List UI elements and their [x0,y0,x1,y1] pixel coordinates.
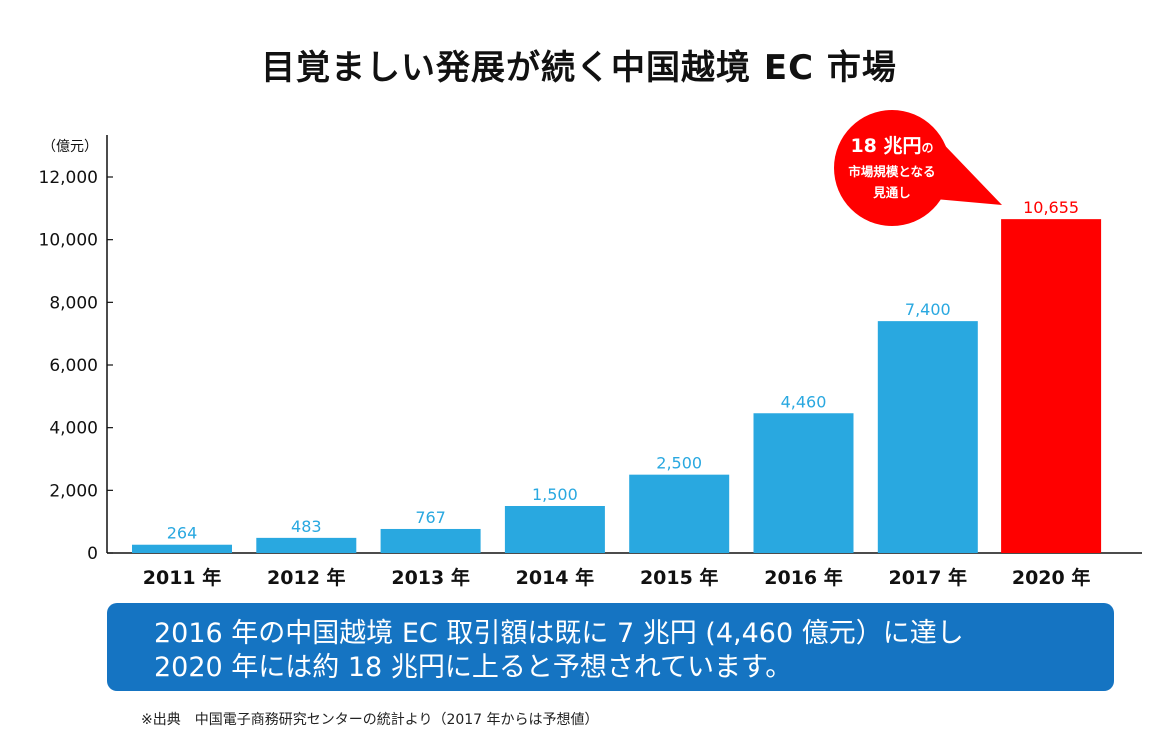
bar-value-label: 4,460 [781,392,827,411]
labels: 264 2011 年 483 2012 年 767 2013 年 1,500 2014 年 2,… [143,198,1091,589]
bar-value-label: 10,655 [1023,198,1079,217]
bar-7 [1001,219,1102,554]
bar-value-label: 2,500 [656,454,702,473]
bar-3 [504,506,605,553]
y-tick-label: 4,000 [49,419,98,439]
callout-text-2: 市場規模となる [848,164,935,179]
bar-value-label: 1,500 [532,485,578,504]
y-tick-label: 12,000 [39,168,98,188]
summary-line-1: 2016 年の中国越境 EC 取引額は既に 7 兆円 (4,460 億元）に達し [154,618,964,649]
callout-text-1: 18 兆円の [850,135,933,157]
x-tick-label: 2011 年 [143,566,222,589]
callout-text-3: 見通し [872,185,911,200]
summary-box: 2016 年の中国越境 EC 取引額は既に 7 兆円 (4,460 億元）に達し… [107,603,1114,691]
y-tick-label: 6,000 [49,356,98,376]
bar-6 [877,321,978,553]
x-tick-label: 2012 年 [267,566,346,589]
x-tick-label: 2014 年 [516,566,595,589]
summary-line-2: 2020 年には約 18 兆円に上ると予想されています。 [154,652,793,683]
bar-1 [256,537,357,553]
x-tick-label: 2017 年 [889,566,968,589]
bar-5 [753,413,854,553]
bar-value-label: 7,400 [905,300,951,319]
bar-0 [132,544,232,553]
chart-title: 目覚ましい発展が続く中国越境 EC 市場 [261,48,897,88]
axes: （億元） 0 2,000 4,000 6,000 8,000 10,000 12,000 [39,135,1142,564]
callout-pointer [930,130,1002,205]
bar-2 [380,528,481,553]
bar-value-label: 264 [167,524,198,543]
x-tick-label: 2013 年 [391,566,470,589]
bar-value-label: 767 [415,508,446,527]
y-tick-label: 0 [87,544,98,564]
y-tick-label: 2,000 [49,481,98,501]
bar-value-label: 483 [291,517,322,536]
x-tick-label: 2020 年 [1012,566,1091,589]
x-tick-label: 2016 年 [764,566,843,589]
bar-4 [629,474,730,553]
bars [132,219,1102,554]
callout-bubble [834,110,950,226]
source-note: ※出典 中国電子商務研究センターの統計より（2017 年からは予想値） [141,712,599,728]
y-tick-label: 10,000 [39,231,98,251]
y-tick-label: 8,000 [49,293,98,313]
y-unit-label: （億元） [42,139,98,155]
bar-chart: （億元） 0 2,000 4,000 6,000 8,000 10,000 12,000 26… [39,110,1142,589]
x-tick-label: 2015 年 [640,566,719,589]
